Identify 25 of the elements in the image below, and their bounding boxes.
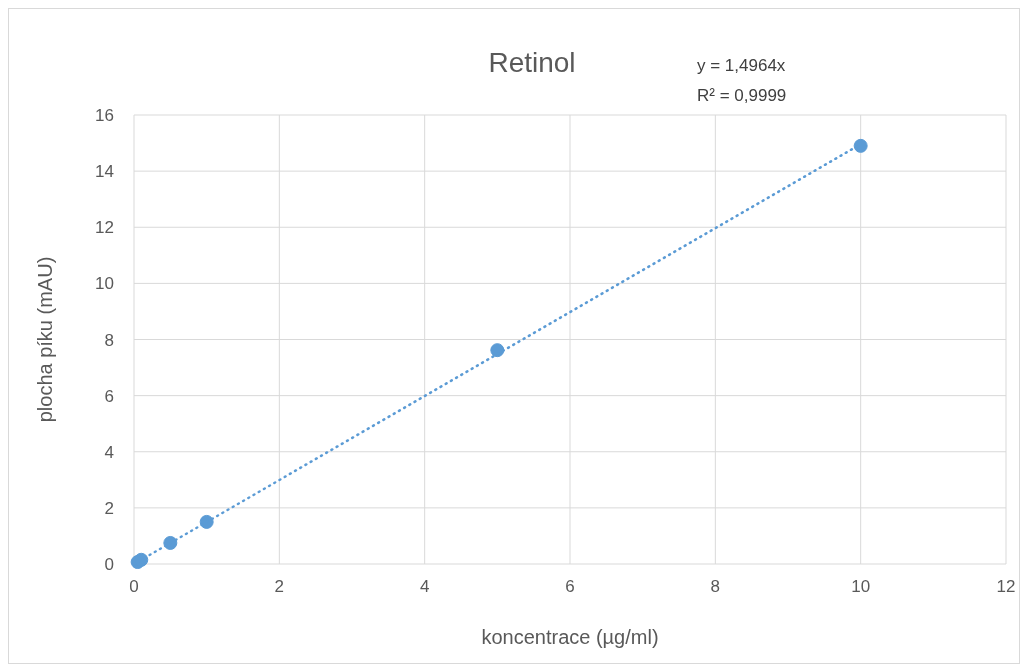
- x-tick-label: 10: [851, 577, 871, 596]
- point: [134, 552, 149, 567]
- y-tick-label: 0: [104, 555, 114, 574]
- point: [853, 138, 868, 153]
- y-tick-label: 4: [104, 442, 114, 462]
- x-tick-label: 4: [419, 577, 430, 596]
- x-tick-label: 2: [274, 577, 285, 596]
- y-tick-label: 16: [95, 106, 114, 125]
- x-axis-title: koncentrace (µg/ml): [481, 626, 659, 648]
- y-tick-label: 6: [104, 386, 114, 406]
- point: [490, 343, 505, 358]
- text: R² = 0,9999: [697, 86, 787, 105]
- y-axis-title: plocha píku (mAU): [34, 256, 56, 423]
- y-tick-label: 14: [95, 162, 114, 182]
- text: y = 1,4964x: [697, 56, 786, 75]
- x-tick-label: 6: [565, 577, 575, 596]
- y-tick-label: 2: [104, 498, 114, 518]
- y-tick-label: 12: [95, 218, 114, 238]
- point: [199, 514, 214, 529]
- y-tick-label: 10: [95, 274, 114, 294]
- x-tick-label: 0: [129, 577, 139, 596]
- chart-title: Retinol: [488, 47, 576, 78]
- y-tick-label: 8: [104, 330, 114, 350]
- x-tick-label: 12: [996, 577, 1016, 596]
- x-tick-label: 8: [710, 577, 721, 596]
